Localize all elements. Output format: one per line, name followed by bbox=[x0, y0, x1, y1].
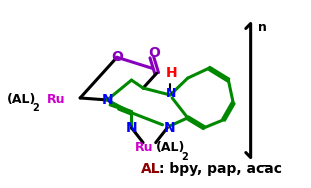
Text: N: N bbox=[126, 121, 137, 135]
Text: 2: 2 bbox=[32, 103, 39, 113]
Text: (AL): (AL) bbox=[7, 93, 37, 106]
Text: −: − bbox=[260, 160, 271, 173]
Text: AL: AL bbox=[141, 162, 161, 177]
Text: N: N bbox=[164, 121, 175, 135]
Text: n: n bbox=[258, 21, 267, 34]
Text: N: N bbox=[101, 93, 113, 107]
Text: : bpy, pap, acac: : bpy, pap, acac bbox=[159, 162, 282, 177]
Text: O: O bbox=[148, 46, 160, 60]
Text: Ru: Ru bbox=[135, 141, 153, 154]
Text: H: H bbox=[165, 66, 177, 80]
Text: Ru: Ru bbox=[47, 93, 65, 106]
Text: 2: 2 bbox=[181, 152, 188, 161]
Text: N: N bbox=[166, 86, 176, 99]
Text: O: O bbox=[111, 50, 123, 64]
Text: (AL): (AL) bbox=[156, 141, 185, 154]
